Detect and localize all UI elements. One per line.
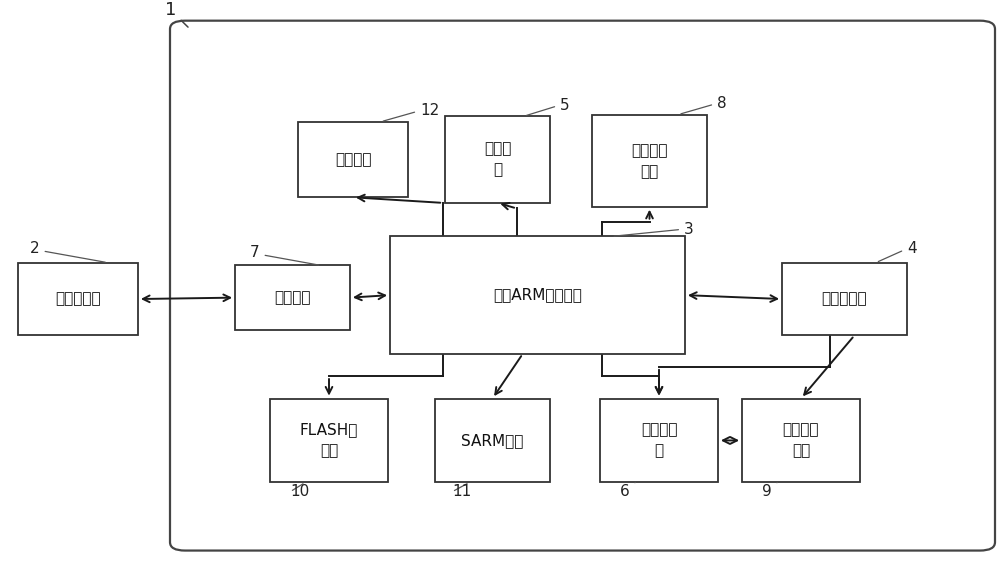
Text: 内嵌ARM微处理器: 内嵌ARM微处理器 (493, 287, 582, 303)
Bar (18, 263, 138, 335)
Text: 10: 10 (290, 484, 309, 500)
Bar (782, 263, 907, 335)
Text: 8: 8 (681, 96, 727, 114)
Text: 9: 9 (762, 483, 777, 500)
Text: 2: 2 (30, 241, 105, 262)
Text: SARM芯片: SARM芯片 (461, 433, 524, 448)
Text: 功能拓展
部件: 功能拓展 部件 (631, 143, 668, 179)
Bar (445, 116, 550, 203)
Bar (235, 266, 350, 330)
Text: 6: 6 (620, 483, 635, 500)
Text: 12: 12 (383, 103, 439, 121)
Text: 通信端口: 通信端口 (274, 290, 311, 305)
Text: 4: 4 (878, 241, 917, 262)
Text: 实时时钟: 实时时钟 (335, 152, 371, 167)
Text: 5: 5 (526, 97, 570, 116)
Text: 1: 1 (165, 1, 188, 27)
Text: FLASH存
储器: FLASH存 储器 (300, 422, 358, 459)
Bar (298, 122, 408, 197)
Text: 11: 11 (452, 484, 471, 500)
Text: 数据采集卡: 数据采集卡 (822, 291, 867, 307)
Bar (435, 398, 550, 483)
Text: 辅助上位机: 辅助上位机 (55, 291, 101, 307)
Text: 电路检测
平台: 电路检测 平台 (783, 422, 819, 459)
Text: 调理电路
板: 调理电路 板 (641, 422, 677, 459)
Text: 3: 3 (614, 222, 694, 237)
Bar (270, 398, 388, 483)
Bar (600, 398, 718, 483)
Text: 电源模
块: 电源模 块 (484, 142, 511, 178)
Bar (742, 398, 860, 483)
FancyBboxPatch shape (170, 20, 995, 551)
Bar (390, 237, 685, 354)
Bar (592, 114, 707, 207)
Text: 7: 7 (250, 245, 319, 265)
